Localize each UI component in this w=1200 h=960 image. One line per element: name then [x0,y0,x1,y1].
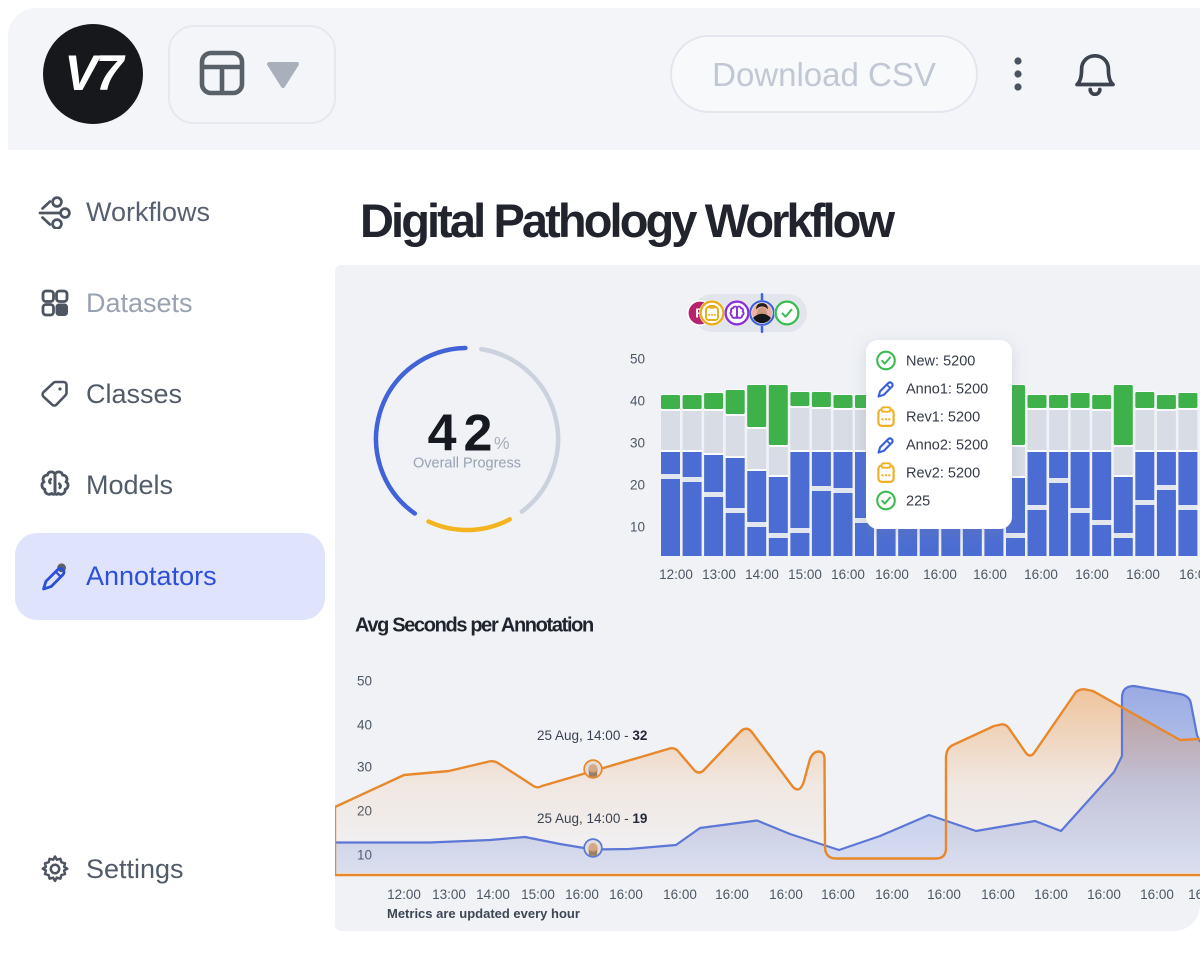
svg-text:16:00: 16:00 [875,887,909,902]
svg-text:16:00: 16:00 [923,567,957,582]
svg-text:%: % [494,433,510,453]
svg-text:50: 50 [357,674,372,689]
svg-text:40: 40 [630,394,645,409]
svg-text:16:00: 16:00 [875,567,909,582]
svg-text:16:00: 16:00 [769,887,803,902]
svg-text:16:00: 16:00 [1126,567,1160,582]
svg-text:13:00: 13:00 [702,567,736,582]
svg-text:Avg Seconds per Annotation: Avg Seconds per Annotation [355,615,593,637]
svg-text:50: 50 [630,352,645,367]
svg-text:16:00: 16:00 [1179,567,1200,582]
svg-text:42: 42 [428,405,493,463]
svg-text:Overall Progress: Overall Progress [413,456,521,472]
svg-text:10: 10 [630,520,645,535]
svg-text:14:00: 14:00 [476,887,510,902]
svg-text:16:00: 16:00 [1024,567,1058,582]
svg-text:16:00: 16:00 [1075,567,1109,582]
svg-text:16:00: 16:00 [609,887,643,902]
svg-text:New: 5200: New: 5200 [906,354,975,370]
svg-text:20: 20 [630,478,645,493]
svg-text:16:00: 16:00 [1140,887,1174,902]
svg-text:25 Aug, 14:00 - 19: 25 Aug, 14:00 - 19 [537,811,647,826]
svg-text:30: 30 [357,760,372,775]
svg-text:16:00: 16:00 [831,567,865,582]
svg-text:15:00: 15:00 [521,887,555,902]
svg-text:30: 30 [630,436,645,451]
svg-text:12:00: 12:00 [659,567,693,582]
svg-text:16:00: 16:00 [981,887,1015,902]
svg-text:16:00: 16:00 [663,887,697,902]
svg-text:Metrics are updated every hour: Metrics are updated every hour [387,906,580,921]
svg-text:Anno1: 5200: Anno1: 5200 [906,382,988,398]
svg-text:25 Aug, 14:00 - 32: 25 Aug, 14:00 - 32 [537,728,647,743]
svg-text:16:00: 16:00 [973,567,1007,582]
svg-text:13:00: 13:00 [432,887,466,902]
svg-text:Rev1: 5200: Rev1: 5200 [906,410,980,426]
svg-text:225: 225 [906,494,930,510]
svg-text:14:00: 14:00 [745,567,779,582]
svg-text:V7: V7 [64,45,125,101]
svg-text:16:00: 16:00 [565,887,599,902]
svg-text:12:00: 12:00 [387,887,421,902]
svg-text:16:00: 16:00 [715,887,749,902]
svg-text:16:00: 16:00 [1087,887,1121,902]
svg-text:16:00: 16:00 [1034,887,1068,902]
svg-text:40: 40 [357,718,372,733]
svg-text:16:00: 16:00 [1188,887,1200,902]
svg-text:Rev2: 5200: Rev2: 5200 [906,466,980,482]
svg-text:Anno2: 5200: Anno2: 5200 [906,438,988,454]
svg-text:16:00: 16:00 [927,887,961,902]
svg-text:16:00: 16:00 [821,887,855,902]
svg-text:15:00: 15:00 [788,567,822,582]
